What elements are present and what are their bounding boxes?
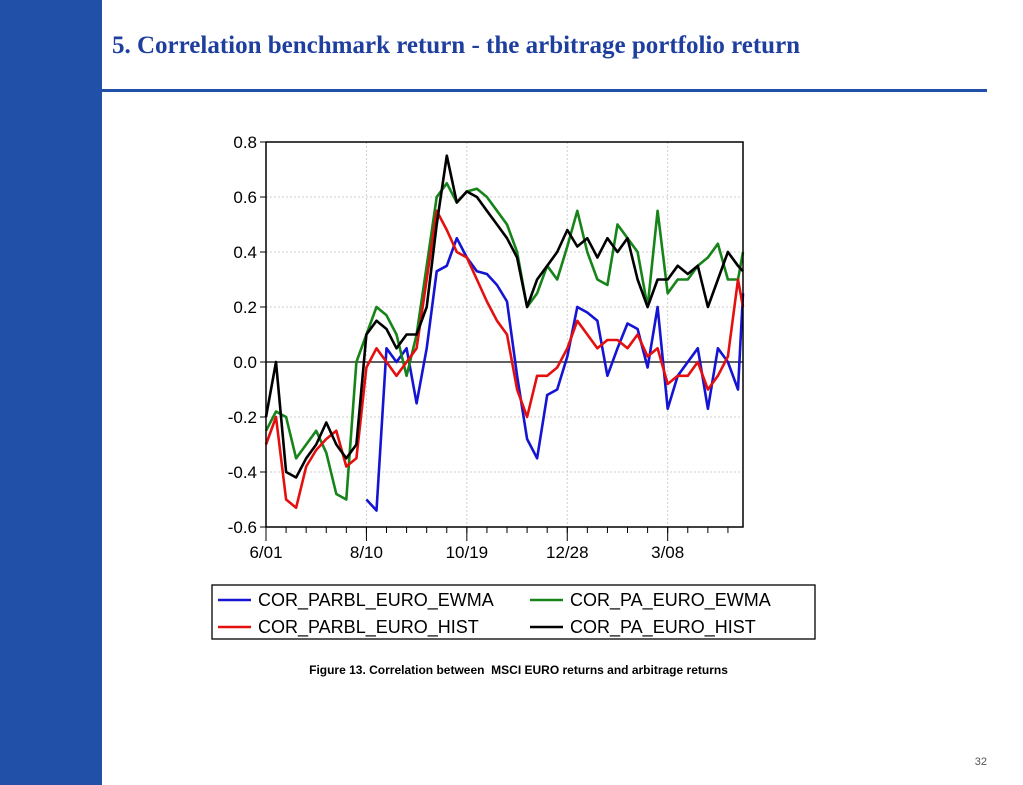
figure-caption: Figure 13. Correlation between MSCI EURO… bbox=[309, 663, 728, 677]
x-tick-label: 8/10 bbox=[350, 543, 383, 562]
series-line-1 bbox=[264, 182, 745, 501]
y-tick-label: 0.4 bbox=[233, 243, 257, 262]
y-tick-label: -0.2 bbox=[228, 408, 257, 427]
plot-frame bbox=[265, 141, 744, 528]
y-tick-label: 0.2 bbox=[233, 298, 257, 317]
page-number: 32 bbox=[974, 756, 987, 768]
x-tick-label: 12/28 bbox=[546, 543, 589, 562]
series-line-0 bbox=[365, 236, 745, 512]
y-tick-label: 0.8 bbox=[233, 133, 257, 152]
grid-lines bbox=[265, 141, 743, 528]
legend-label-2: COR_PARBL_EURO_HIST bbox=[258, 617, 479, 638]
series-lines bbox=[264, 154, 745, 512]
x-tick-label: 10/19 bbox=[446, 543, 489, 562]
series-line-3 bbox=[264, 154, 744, 479]
legend-box bbox=[211, 584, 816, 640]
y-tick-label: 0.6 bbox=[233, 188, 257, 207]
y-tick-label: -0.4 bbox=[228, 463, 257, 482]
legend-label-1: COR_PA_EURO_EWMA bbox=[570, 590, 771, 611]
y-tick-label: -0.6 bbox=[228, 518, 257, 537]
sidebar-band bbox=[0, 0, 102, 785]
y-tick-label: 0.0 bbox=[233, 353, 257, 372]
slide-title: 5. Correlation benchmark return - the ar… bbox=[112, 32, 801, 59]
axes: 0.8 0.6 0.4 0.2 0.0 -0.2 -0.4 -0.6 6/01 8/10 10/19… bbox=[228, 133, 729, 562]
title-rule bbox=[35, 89, 987, 92]
x-tick-label: 6/01 bbox=[249, 543, 282, 562]
x-tick-label: 3/08 bbox=[651, 543, 684, 562]
legend-label-3: COR_PA_EURO_HIST bbox=[570, 617, 756, 638]
legend: COR_PARBL_EURO_EWMA COR_PA_EURO_EWMA COR_P… bbox=[211, 584, 816, 640]
series-line-2 bbox=[264, 209, 745, 510]
legend-label-0: COR_PARBL_EURO_EWMA bbox=[258, 590, 494, 611]
